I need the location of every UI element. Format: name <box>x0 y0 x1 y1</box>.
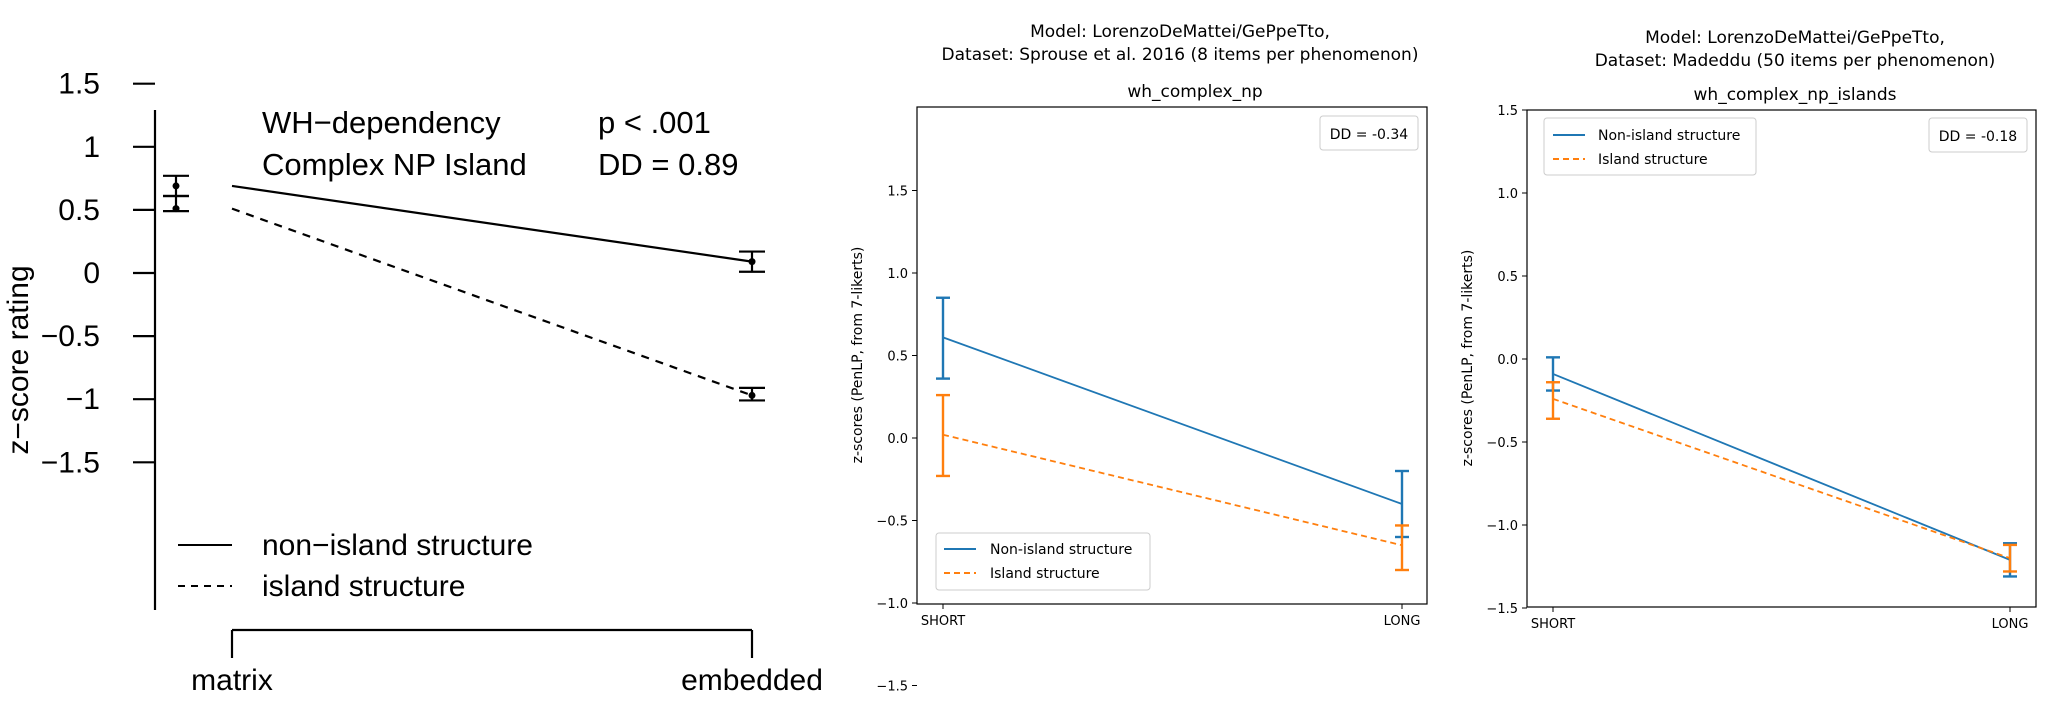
y-tick-label: 0.5 <box>1497 270 1518 285</box>
panel-right-plot: Model: LorenzoDeMattei/GePpeTto, Dataset… <box>1460 28 2037 632</box>
x-tick-group: SHORT LONG <box>921 604 1421 629</box>
y-tick-label: 0.0 <box>1497 353 1518 368</box>
y-tick-label: 0.5 <box>58 194 100 227</box>
dd-annotation-text: DD = -0.34 <box>1330 127 1409 143</box>
legend-label-non-island: non−island structure <box>262 529 533 562</box>
x-tick-group: SHORT LONG <box>1531 607 2029 632</box>
legend-label-island: Island structure <box>1598 152 1708 168</box>
y-tick-label: −1.5 <box>876 680 908 695</box>
series-line-island <box>231 207 753 397</box>
y-axis-label: z-scores (PenLP, from 7-likerts) <box>1460 250 1476 467</box>
dd-annotation-box <box>1928 117 2028 153</box>
axes-title: wh_complex_np <box>1127 82 1262 102</box>
x-tick-label: LONG <box>1384 614 1421 629</box>
y-tick-label: 0.0 <box>887 432 908 447</box>
y-tick-label: −1.5 <box>1486 602 1518 617</box>
y-tick-label: 1 <box>83 131 100 164</box>
suptitle-line-1: Model: LorenzoDeMattei/GePpeTto, <box>1645 28 1945 48</box>
suptitle-line-2: Dataset: Sprouse et al. 2016 (8 items pe… <box>942 45 1419 65</box>
y-tick-label: −1 <box>66 383 100 416</box>
dd-annotation-box <box>1319 115 1419 151</box>
legend-box <box>935 532 1151 591</box>
axes-title: wh_complex_np_islands <box>1694 85 1897 105</box>
legend-label-non-island: Non-island structure <box>1598 128 1740 144</box>
data-point <box>748 391 756 399</box>
series-group <box>936 296 1409 572</box>
panel-middle-plot: Model: LorenzoDeMattei/GePpeTto, Dataset… <box>850 22 1428 695</box>
series-line-non-island <box>231 184 753 263</box>
legend-label-island: Island structure <box>990 566 1100 582</box>
suptitle-line-1: Model: LorenzoDeMattei/GePpeTto, <box>1030 22 1330 42</box>
x-tick-label: LONG <box>1992 617 2029 632</box>
legend: non−island structure island structure <box>178 529 533 603</box>
axes-frame <box>1526 109 2037 608</box>
series-group <box>1546 356 2017 578</box>
p-value-text: p < .001 <box>598 105 711 140</box>
y-tick-label: 1.5 <box>58 68 100 101</box>
series-line-non-island <box>1552 373 2011 561</box>
series-line-non-island <box>942 336 1403 505</box>
y-tick-label: 1.5 <box>887 185 908 200</box>
legend-box <box>1543 117 1757 176</box>
legend: Non-island structure Island structure <box>935 532 1151 591</box>
y-tick-group: 1.5 1.0 0.5 0.0 −0.5 −1.0 −1.5 <box>876 185 917 695</box>
y-tick-label: 1.5 <box>1497 104 1518 119</box>
x-tick-label: SHORT <box>1531 617 1575 632</box>
series-line-island <box>1552 397 2011 560</box>
y-tick-label: −0.5 <box>41 320 100 353</box>
data-point <box>172 205 180 213</box>
suptitle-line-2: Dataset: Madeddu (50 items per phenomeno… <box>1595 51 1996 71</box>
y-axis-label: z−score rating <box>2 265 35 454</box>
title-line-2: Complex NP Island <box>262 147 527 182</box>
y-tick-group: 1.5 1.0 0.5 0.0 −0.5 −1.0 −1.5 <box>1486 104 1527 617</box>
y-axis-label: z-scores (PenLP, from 7-likerts) <box>850 247 866 464</box>
title-line-1: WH−dependency <box>262 105 501 140</box>
data-point <box>172 182 180 190</box>
y-tick-label: 1.0 <box>887 267 908 282</box>
y-tick-label: −1.0 <box>876 597 908 612</box>
legend-label-island: island structure <box>262 570 465 603</box>
y-tick-label: −0.5 <box>876 515 908 530</box>
x-tick-label-matrix: matrix <box>191 664 273 697</box>
y-tick-label: −1.5 <box>41 446 100 479</box>
panel-left-plot: 1.5 1 0.5 0 −0.5 −1 −1.5 matrix embedded z−sco… <box>2 68 823 697</box>
y-tick-label: 0.5 <box>887 350 908 365</box>
y-tick-group: 1.5 1 0.5 0 −0.5 −1 −1.5 <box>41 68 155 479</box>
legend-label-non-island: Non-island structure <box>990 542 1132 558</box>
legend: Non-island structure Island structure <box>1543 117 1757 176</box>
y-tick-label: −0.5 <box>1486 436 1518 451</box>
y-tick-label: −1.0 <box>1486 519 1518 534</box>
x-tick-label-embedded: embedded <box>681 664 823 697</box>
y-tick-label: 0 <box>83 257 100 290</box>
x-tick-label: SHORT <box>921 614 965 629</box>
series-group <box>163 174 765 402</box>
dd-annotation-text: DD = -0.18 <box>1939 129 2017 145</box>
series-line-island <box>942 433 1403 547</box>
dd-value-text: DD = 0.89 <box>598 147 738 182</box>
data-point <box>748 258 756 266</box>
y-tick-label: 1.0 <box>1497 187 1518 202</box>
